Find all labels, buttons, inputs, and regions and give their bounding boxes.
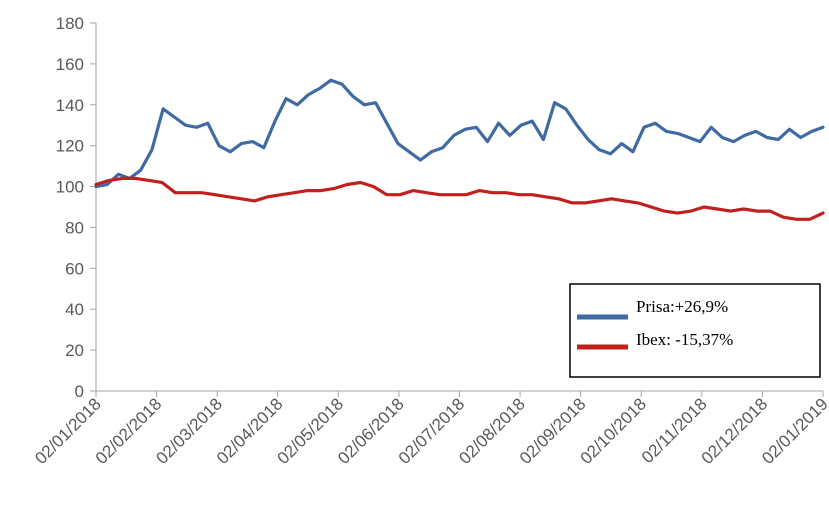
y-tick-label: 60 <box>65 259 84 278</box>
legend: Prisa:+26,9% Ibex: -15,37% <box>569 283 821 378</box>
series-line-prisa <box>94 78 825 189</box>
legend-label-prisa: Prisa:+26,9% <box>636 297 728 316</box>
axes: 02040608010012014016018002/01/201802/02/… <box>31 14 829 468</box>
y-tick-label: 20 <box>65 341 84 360</box>
y-tick-label: 0 <box>75 382 84 401</box>
y-tick-label: 40 <box>65 300 84 319</box>
y-tick-label: 180 <box>56 14 84 33</box>
y-tick-label: 100 <box>56 178 84 197</box>
series-line-ibex <box>94 176 825 221</box>
y-tick-label: 160 <box>56 55 84 74</box>
legend-label-ibex: Ibex: -15,37% <box>636 330 733 349</box>
legend-box <box>569 283 821 378</box>
y-tick-label: 140 <box>56 96 84 115</box>
x-tick-label: 02/10/2018 <box>576 394 650 468</box>
y-tick-label: 120 <box>56 137 84 156</box>
series-layer <box>94 78 825 221</box>
y-tick-label: 80 <box>65 218 84 237</box>
